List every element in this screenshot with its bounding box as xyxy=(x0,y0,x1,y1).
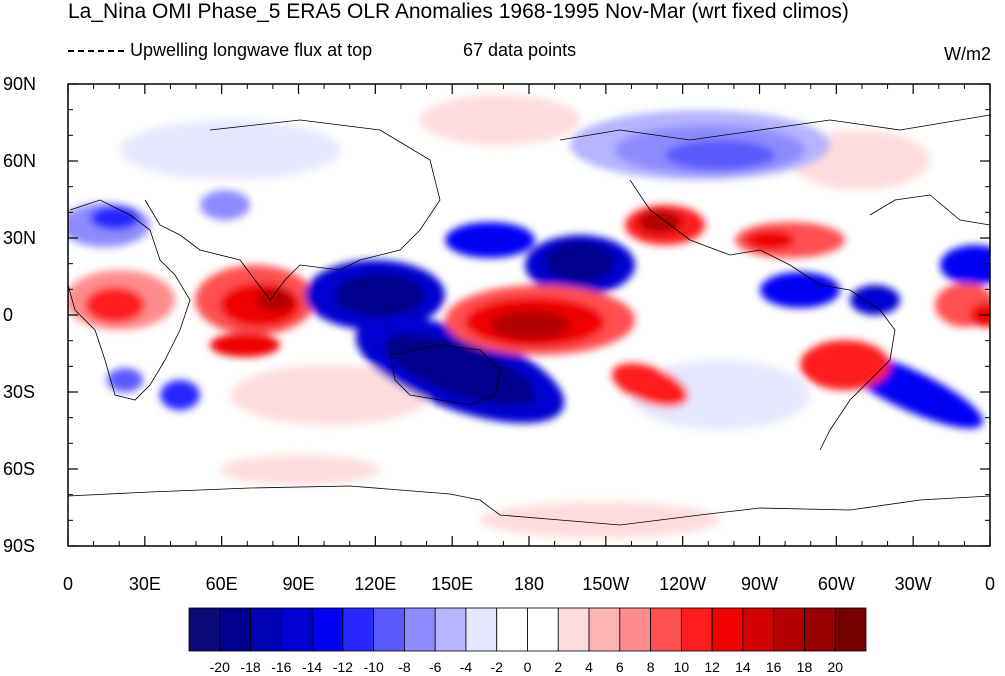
lon-label: 30W xyxy=(895,574,932,594)
colorbar-swatch xyxy=(619,607,651,652)
lon-label: 120W xyxy=(659,574,706,594)
colorbar-swatch xyxy=(465,607,498,652)
colorbar-label: 16 xyxy=(766,659,782,675)
colorbar-label: -4 xyxy=(460,659,473,675)
lat-label: 90N xyxy=(3,74,36,94)
colorbar: -20 -18 -16 -14 -12 -10 -8 -6 -4 -2 0 2 4 6 8 10 12 14 16 1… xyxy=(188,607,867,675)
lon-label: 180 xyxy=(514,574,544,594)
colorbar-label: 20 xyxy=(827,659,843,675)
colorbar-label: 6 xyxy=(616,659,624,675)
colorbar-label: 4 xyxy=(585,659,593,675)
colorbar-label: 18 xyxy=(797,659,813,675)
lon-label: 150E xyxy=(431,574,473,594)
colorbar-swatch xyxy=(804,607,836,652)
colorbar-swatch xyxy=(650,607,682,652)
legend-text: Upwelling longwave flux at top xyxy=(130,40,373,60)
colorbar-swatch xyxy=(527,607,559,652)
colorbar-swatch xyxy=(404,607,436,652)
colorbar-swatch xyxy=(373,607,405,652)
colorbar-swatch xyxy=(311,607,344,652)
colorbar-label: -2 xyxy=(491,659,504,675)
units-label: W/m2 xyxy=(944,44,991,64)
lat-label: 90S xyxy=(3,536,35,556)
lat-label: 60S xyxy=(3,459,35,479)
colorbar-swatch xyxy=(434,607,467,652)
lat-label: 60N xyxy=(3,151,36,171)
colorbar-label: 0 xyxy=(524,659,532,675)
colorbar-label: -6 xyxy=(429,659,442,675)
colorbar-swatch xyxy=(280,607,313,652)
colorbar-swatch xyxy=(742,607,775,652)
colorbar-swatch xyxy=(834,607,867,652)
colorbar-swatch xyxy=(188,607,221,652)
colorbar-swatch xyxy=(680,607,713,652)
colorbar-label: -16 xyxy=(271,659,291,675)
lon-label: 0 xyxy=(63,574,73,594)
lat-label: 0 xyxy=(3,305,13,325)
colorbar-swatch xyxy=(342,607,375,652)
lon-label: 150W xyxy=(582,574,629,594)
lon-label: 90W xyxy=(741,574,778,594)
colorbar-label: -12 xyxy=(333,659,353,675)
anomaly-field xyxy=(68,84,990,546)
colorbar-label: -20 xyxy=(210,659,230,675)
colorbar-label: 8 xyxy=(647,659,655,675)
colorbar-swatch xyxy=(711,607,744,652)
lat-label: 30N xyxy=(3,228,36,248)
colorbar-swatch xyxy=(250,607,282,652)
colorbar-label: 10 xyxy=(674,659,690,675)
colorbar-swatch xyxy=(219,607,251,652)
lat-label: 30S xyxy=(3,382,35,402)
map-title: La_Nina OMI Phase_5 ERA5 OLR Anomalies 1… xyxy=(68,0,849,23)
colorbar-label: 14 xyxy=(735,659,751,675)
colorbar-swatch xyxy=(773,607,805,652)
data-points-count: 67 data points xyxy=(463,40,577,60)
colorbar-label: 2 xyxy=(554,659,562,675)
longitude-axis: 0 30E 60E 90E 120E 150E 180 150W 120W 90W 60W 30W 0 xyxy=(63,84,995,594)
colorbar-label: -18 xyxy=(240,659,260,675)
lon-label: 0 xyxy=(985,574,995,594)
colorbar-label: 12 xyxy=(704,659,720,675)
colorbar-swatch xyxy=(588,607,621,652)
dashed-line-icon xyxy=(68,49,124,52)
colorbar-label: -14 xyxy=(302,659,322,675)
coastlines xyxy=(68,114,990,526)
contour-legend: Upwelling longwave flux at top xyxy=(68,40,372,61)
lon-label: 60E xyxy=(206,574,238,594)
latitude-axis: 90N 60N 30N 0 30S 60S 90S xyxy=(3,74,990,556)
colorbar-swatch xyxy=(557,607,590,652)
colorbar-swatch xyxy=(496,607,528,652)
lon-label: 120E xyxy=(354,574,396,594)
lon-label: 60W xyxy=(818,574,855,594)
lon-label: 90E xyxy=(282,574,314,594)
lon-label: 30E xyxy=(129,574,161,594)
colorbar-label: -10 xyxy=(364,659,384,675)
colorbar-label: -8 xyxy=(398,659,411,675)
